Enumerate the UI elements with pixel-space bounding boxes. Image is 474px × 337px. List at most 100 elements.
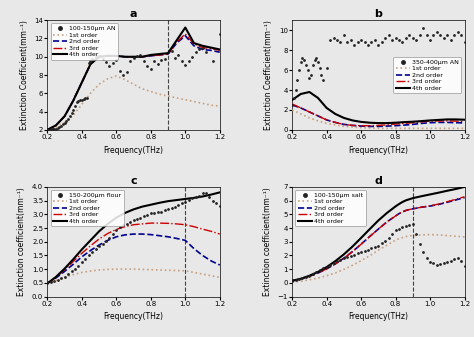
Point xyxy=(326,37,334,43)
Point xyxy=(150,210,158,216)
4th order xyxy=(332,112,338,116)
4th order xyxy=(96,229,102,233)
Point xyxy=(199,190,206,195)
2nd order xyxy=(324,267,329,271)
Point xyxy=(295,277,303,282)
Point xyxy=(102,238,110,244)
Point xyxy=(119,72,127,78)
Point xyxy=(182,199,189,205)
Point xyxy=(344,39,351,45)
4th order xyxy=(358,236,364,240)
3rd order xyxy=(332,262,338,266)
Point xyxy=(44,281,51,286)
1st order xyxy=(88,91,93,95)
3rd order xyxy=(436,119,441,123)
4th order xyxy=(165,51,171,55)
Point xyxy=(357,37,365,43)
4th order xyxy=(410,196,416,200)
1st order xyxy=(53,279,59,283)
2nd order xyxy=(88,62,93,66)
4th order xyxy=(436,191,441,195)
4th order xyxy=(156,52,162,56)
Point xyxy=(326,262,334,268)
Point xyxy=(433,29,441,35)
Point xyxy=(109,60,117,66)
3rd order xyxy=(182,32,188,36)
1st order xyxy=(375,248,381,252)
Y-axis label: Extinction Coefficient(mm⁻¹): Extinction Coefficient(mm⁻¹) xyxy=(264,20,273,130)
4th order xyxy=(148,53,154,57)
1st order xyxy=(122,267,128,271)
Point xyxy=(106,63,113,69)
Point xyxy=(311,57,319,63)
2nd order xyxy=(191,247,197,251)
Point xyxy=(54,277,62,283)
3rd order xyxy=(191,225,197,229)
Point xyxy=(174,52,182,58)
1st order xyxy=(156,92,162,96)
1st order xyxy=(445,126,450,130)
2nd order xyxy=(407,208,412,212)
1st order xyxy=(105,267,110,271)
3rd order xyxy=(217,232,223,236)
3rd order xyxy=(315,271,321,275)
1st order xyxy=(419,126,424,130)
1st order xyxy=(191,270,197,274)
Point xyxy=(116,225,124,230)
Legend: 350-400μm AN, 1st order, 2nd order, 3rd order, 4th order: 350-400μm AN, 1st order, 2nd order, 3rd … xyxy=(393,57,461,93)
Line: 1st order: 1st order xyxy=(47,76,220,130)
4th order xyxy=(191,196,197,200)
3rd order xyxy=(71,99,76,103)
4th order xyxy=(53,123,59,127)
4th order xyxy=(113,216,119,220)
Point xyxy=(82,256,89,262)
1st order xyxy=(62,121,67,125)
Point xyxy=(419,26,427,31)
Y-axis label: Extinction Coefficient(mm⁻¹): Extinction Coefficient(mm⁻¹) xyxy=(20,20,29,130)
3rd order xyxy=(131,55,137,59)
3rd order xyxy=(156,221,162,225)
Point xyxy=(364,247,372,252)
3rd order xyxy=(462,195,467,199)
Point xyxy=(161,56,168,61)
3rd order xyxy=(453,119,459,123)
Point xyxy=(51,278,58,284)
2nd order xyxy=(396,212,402,216)
1st order xyxy=(113,267,119,271)
Point xyxy=(412,232,420,237)
Point xyxy=(444,259,451,265)
Point xyxy=(301,57,308,63)
Point xyxy=(192,195,200,200)
Point xyxy=(430,261,438,266)
Point xyxy=(174,202,182,208)
Y-axis label: Extinction coefficient(mm⁻¹): Extinction coefficient(mm⁻¹) xyxy=(18,187,27,296)
Point xyxy=(437,32,444,38)
3rd order xyxy=(400,210,405,214)
4th order xyxy=(88,62,93,66)
2nd order xyxy=(113,235,119,239)
3rd order xyxy=(384,123,390,127)
Point xyxy=(202,190,210,195)
1st order xyxy=(105,77,110,81)
3rd order xyxy=(324,267,329,271)
Point xyxy=(133,53,141,59)
3rd order xyxy=(191,42,197,46)
4th order xyxy=(396,202,402,206)
4th order xyxy=(71,99,76,103)
2nd order xyxy=(419,121,424,125)
4th order xyxy=(79,80,85,84)
2nd order xyxy=(217,263,223,267)
4th order xyxy=(298,92,304,96)
3rd order xyxy=(105,232,110,236)
3rd order xyxy=(445,119,450,123)
Point xyxy=(137,215,144,220)
Point xyxy=(409,35,417,41)
4th order xyxy=(375,121,381,125)
1st order xyxy=(400,236,405,240)
Legend: 100-150μm salt, 1st order, 2nd order, 3rd order, 4th order: 100-150μm salt, 1st order, 2nd order, 3r… xyxy=(295,190,365,226)
Point xyxy=(85,253,92,258)
3rd order xyxy=(139,55,145,59)
Point xyxy=(216,31,224,37)
4th order xyxy=(71,257,76,261)
1st order xyxy=(165,94,171,98)
